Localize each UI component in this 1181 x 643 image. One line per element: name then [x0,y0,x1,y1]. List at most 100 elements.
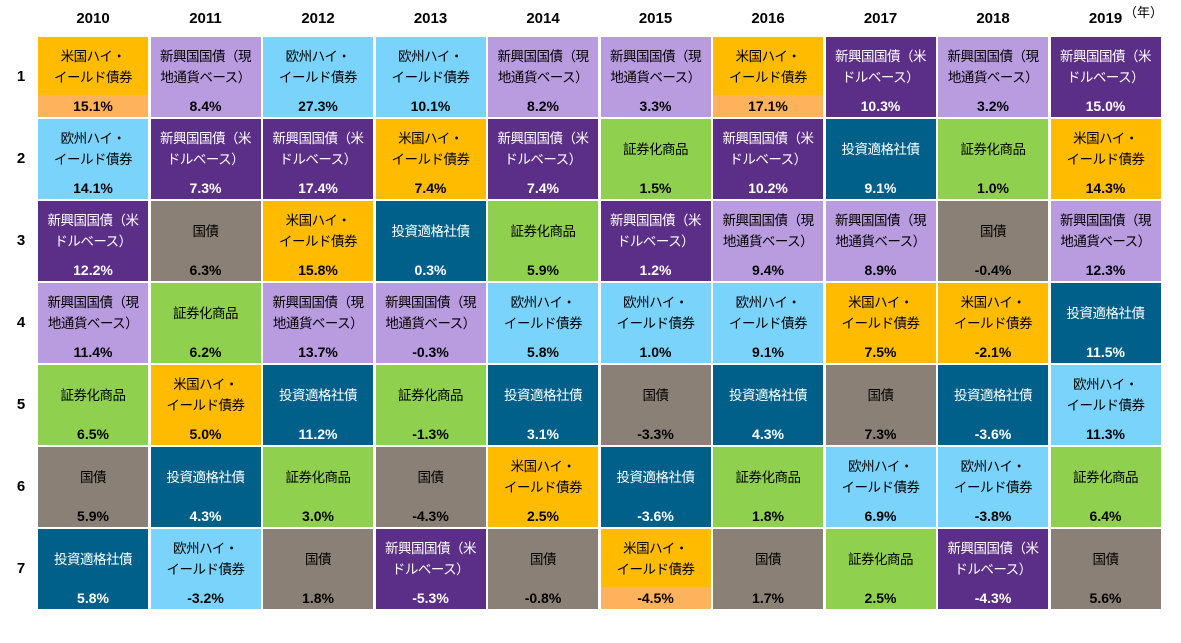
return-value: 1.8% [752,508,784,524]
cell-2013-rank-2: 米国ハイ・ イールド債券 7.4% [375,119,486,199]
return-value: 9.1% [752,344,784,360]
cell-2014-rank-6: 米国ハイ・ イールド債券 2.5% [488,447,598,527]
asset-name: 投資適格社債 [166,469,246,486]
asset-name: 国債 [530,551,557,568]
cell-2012-rank-7: 国債 1.8% [263,529,373,609]
return-value: 5.8% [527,344,559,360]
asset-name: 欧州ハイ・ イールド債券 [166,541,246,578]
cell-2017-rank-1: 新興国国債（米 ドルベース） 10.3% [825,37,936,117]
asset-name: 証券化商品 [285,469,352,486]
asset-name: 投資適格社債 [616,469,696,486]
return-value: 14.3% [1085,180,1126,196]
asset-name: 投資適格社債 [954,387,1033,404]
return-value: -3.2% [187,590,224,606]
asset-name: 投資適格社債 [504,387,583,404]
return-value: 0.3% [414,262,447,278]
asset-name: 新興国国債（現 地通貨ベース） [835,213,927,250]
cell-2010-rank-6: 国債 5.9% [38,447,148,527]
year-header-2011: 2011 [189,10,222,27]
asset-name: 欧州ハイ・ イールド債券 [954,459,1033,496]
return-value: -0.3% [412,344,449,360]
cell-2016-rank-3: 新興国国債（現 地通貨ベース） 9.4% [713,201,823,281]
cell-2017-rank-3: 新興国国債（現 地通貨ベース） 8.9% [825,201,936,281]
cell-2010-rank-5: 証券化商品 6.5% [38,365,148,445]
asset-name: 投資適格社債 [54,551,133,568]
cell-2019-rank-3: 新興国国債（現 地通貨ベース） 12.3% [1050,201,1161,281]
cell-2013-rank-7: 新興国国債（米 ドルベース） -5.3% [375,529,486,609]
return-value: -4.3% [974,590,1012,606]
cell-2018-rank-6: 欧州ハイ・ イールド債券 -3.8% [938,447,1048,527]
return-value: 3.0% [302,508,334,524]
asset-name: 新興国国債（現 地通貨ベース） [947,49,1040,86]
return-value: 8.4% [189,98,222,114]
asset-name: 新興国国債（米 ドルベース） [835,49,927,86]
return-value: 11.5% [1086,344,1125,360]
cell-2016-rank-4: 欧州ハイ・ イールド債券 9.1% [713,283,823,363]
cell-2010-rank-4: 新興国国債（現 地通貨ベース） 11.4% [38,283,148,363]
cell-2017-rank-2: 投資適格社債 9.1% [825,119,936,199]
return-value: -3.8% [974,508,1012,524]
asset-name: 投資適格社債 [279,387,358,404]
cell-2016-rank-7: 国債 1.7% [713,529,823,609]
cell-2011-rank-2: 新興国国債（米 ドルベース） 7.3% [150,119,261,199]
asset-name: 投資適格社債 [841,141,921,158]
cell-2013-rank-5: 証券化商品 -1.3% [375,365,486,445]
cell-2019-rank-5: 欧州ハイ・ イールド債券 11.3% [1050,365,1161,445]
year-header-2013: 2013 [413,10,448,27]
asset-name: 新興国国債（米 ドルベース） [160,131,252,168]
cell-2011-rank-3: 国債 6.3% [150,201,261,281]
return-value: 8.2% [527,98,559,114]
return-value: 1.5% [639,180,672,196]
asset-name: 新興国国債（現 地通貨ベース） [385,295,477,332]
asset-name: 国債 [642,387,670,404]
return-value: 1.8% [302,590,334,606]
cell-2018-rank-1: 新興国国債（現 地通貨ベース） 3.2% [938,37,1048,117]
return-value: 7.3% [864,426,897,442]
return-value: 1.0% [977,180,1009,196]
return-value: 3.3% [639,98,672,114]
return-value: 6.4% [1089,508,1122,524]
return-value: 4.3% [752,426,784,442]
cell-2016-rank-6: 証券化商品 1.8% [713,447,823,527]
return-value: 6.9% [864,508,897,524]
return-value: 1.0% [639,344,672,360]
cell-2017-rank-6: 欧州ハイ・ イールド債券 6.9% [825,447,936,527]
asset-name: 証券化商品 [60,387,127,404]
return-value: 11.3% [1086,426,1125,442]
asset-name: 新興国国債（米 ドルベース） [610,213,702,250]
cell-2016-rank-2: 新興国国債（米 ドルベース） 10.2% [713,119,823,199]
asset-name: 新興国国債（現 地通貨ベース） [160,49,252,86]
return-value: 3.2% [977,98,1009,114]
cell-2014-rank-5: 投資適格社債 3.1% [488,365,598,445]
cell-2015-rank-7: 米国ハイ・ イールド債券 -4.5% [600,529,711,609]
return-value: -3.6% [974,426,1012,442]
asset-name: 証券化商品 [735,469,802,486]
asset-name: 国債 [192,223,220,240]
asset-name: 新興国国債（現 地通貨ベース） [1060,213,1152,250]
return-value: 13.7% [298,344,338,360]
year-header-2012: 2012 [301,10,335,27]
asset-name: 米国ハイ・ イールド債券 [54,49,133,86]
asset-name: 米国ハイ・ イールド債券 [504,459,583,496]
cell-2015-rank-3: 新興国国債（米 ドルベース） 1.2% [600,201,711,281]
return-value: 9.1% [864,180,897,196]
cell-2010-rank-7: 投資適格社債 5.8% [38,529,148,609]
return-value: 12.3% [1085,262,1126,278]
return-value: 10.1% [410,98,451,114]
asset-name: 新興国国債（現 地通貨ベース） [497,49,590,86]
cell-2012-rank-2: 新興国国債（米 ドルベース） 17.4% [263,119,373,199]
return-value: -0.4% [974,262,1012,278]
cell-2019-rank-4: 投資適格社債 11.5% [1050,283,1161,363]
return-value: -1.3% [412,426,449,442]
return-value: 1.2% [639,262,672,278]
rank-label-1: 1 [16,68,26,85]
asset-name: 国債 [1092,551,1120,568]
cell-2018-rank-4: 米国ハイ・ イールド債券 -2.1% [938,283,1048,363]
cell-2014-rank-7: 国債 -0.8% [488,529,598,609]
cell-2019-rank-2: 米国ハイ・ イールド債券 14.3% [1050,119,1161,199]
cell-2014-rank-2: 新興国国債（米 ドルベース） 7.4% [488,119,598,199]
cell-2018-rank-3: 国債 -0.4% [938,201,1048,281]
asset-name: 証券化商品 [848,551,914,568]
cell-2017-rank-5: 国債 7.3% [825,365,936,445]
return-value: 4.3% [189,508,222,524]
